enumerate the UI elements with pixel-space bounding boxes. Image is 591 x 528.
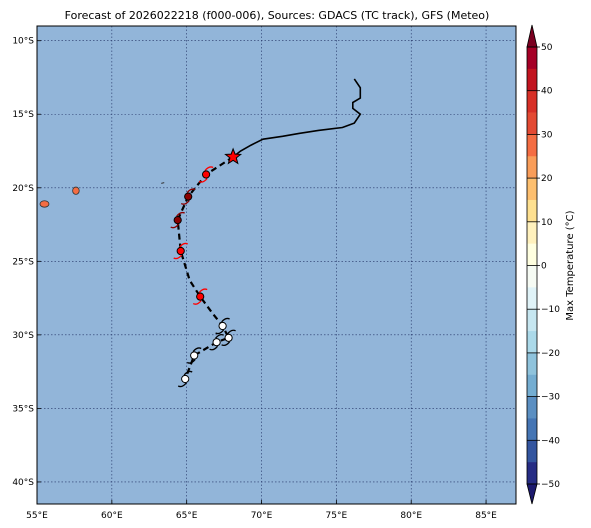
x-tick-label: 55°E [26, 511, 48, 521]
x-tick-label: 65°E [176, 511, 198, 521]
cyclone-arm [179, 242, 188, 248]
colorbar-tick-label: 40 [541, 87, 553, 97]
cyclone-arm [186, 359, 196, 364]
colorbar-tick-label: −40 [541, 436, 560, 446]
cyclone-symbol [170, 211, 185, 229]
colorbar-band [527, 440, 537, 463]
colorbar-band [527, 418, 537, 441]
cyclone-center [202, 170, 211, 179]
colorbar-band [527, 134, 537, 157]
colorbar: 50 40 30 20 10 0 −10 −20 −30 −40 −50 Max Temperatur… [526, 24, 576, 505]
cyclone-symbol [177, 370, 193, 388]
cyclone-arm [221, 341, 231, 347]
cyclone-center [184, 192, 193, 201]
colorbar-tick-label: 0 [541, 262, 547, 272]
colorbar-band [527, 90, 537, 113]
island-reunion [39, 200, 50, 208]
cyclone-center [173, 216, 182, 225]
colorbar-band [527, 396, 537, 419]
cyclone-arm [215, 333, 224, 339]
cyclone-arm [183, 370, 193, 376]
cyclone-arm [192, 300, 202, 305]
colorbar-band [527, 462, 537, 485]
colorbar-band [527, 309, 537, 332]
cyclone-center [196, 292, 205, 301]
colorbar-band [527, 331, 537, 354]
cyclone-symbol [221, 329, 236, 347]
past-track-line [232, 78, 362, 158]
cyclone-symbol [209, 333, 224, 351]
colorbar-band [527, 178, 537, 201]
cyclone-symbol [186, 347, 202, 364]
y-tick-label: 35°S [12, 404, 34, 414]
colorbar-tick-label: 20 [541, 174, 553, 184]
y-tick-label: 20°S [12, 184, 34, 194]
cyclone-arm [215, 329, 225, 335]
cyclone-arm [209, 345, 219, 351]
cyclone-symbol [180, 188, 196, 205]
colorbar-band [527, 352, 537, 376]
x-tick-label: 75°E [326, 511, 348, 521]
cyclone-arm [177, 382, 187, 388]
island-rodrigues [161, 182, 165, 184]
colorbar-band [527, 374, 537, 397]
colorbar-band [527, 221, 537, 244]
colorbar-band [527, 156, 537, 179]
cyclone-arm [176, 211, 185, 217]
colorbar-band [527, 243, 537, 266]
cyclone-arm [198, 178, 208, 183]
map-frame [36, 25, 517, 505]
x-tick-label: 70°E [251, 511, 273, 521]
cyclone-arm [180, 200, 190, 205]
colorbar-band [527, 112, 537, 135]
colorbar-band [527, 199, 537, 223]
island-mauritius [72, 186, 80, 195]
colorbar-over-arrow [526, 24, 538, 48]
map-title: Forecast of 2026022218 (f000-006), Sourc… [65, 9, 490, 22]
colorbar-tick-label: −20 [541, 349, 560, 359]
cyclone-arm [186, 188, 196, 194]
y-tick-label: 25°S [12, 257, 34, 267]
cyclone-symbol [192, 288, 208, 305]
cyclone-arm [204, 166, 214, 171]
y-tick-label: 10°S [12, 37, 34, 47]
colorbar-band [527, 68, 537, 91]
y-tick-label: 15°S [12, 110, 34, 120]
colorbar-band [527, 287, 537, 310]
cyclone-center [212, 338, 221, 347]
colorbar-tick-label: 50 [541, 43, 553, 53]
cyclone-arm [170, 223, 180, 229]
cyclone-symbol [215, 317, 230, 335]
cyclone-arm [192, 347, 202, 352]
cyclone-symbol [198, 166, 214, 183]
cyclone-center [181, 374, 190, 384]
y-tick-label: 40°S [12, 478, 34, 488]
colorbar-tick-label: −30 [541, 393, 560, 403]
colorbar-tick-label: −10 [541, 305, 560, 315]
colorbar-under-arrow [526, 483, 538, 505]
cyclone-center [190, 351, 199, 360]
colorbar-tick-label: −50 [541, 480, 560, 490]
y-tick-label: 30°S [12, 331, 34, 341]
cyclone-center [176, 246, 185, 256]
colorbar-tick-label: 30 [541, 130, 553, 140]
colorbar-label: Max Temperature (°C) [565, 210, 576, 320]
cyclone-center [218, 321, 227, 331]
cyclone-arm [198, 288, 208, 294]
ocean-background [37, 26, 516, 504]
x-tick-label: 60°E [101, 511, 123, 521]
map-plot-area: 55°E 60°E 65°E 70°E 75°E 80°E 85°E 10°S 15°S 20°S… [12, 25, 517, 521]
colorbar-band [527, 265, 537, 288]
cyclone-arm [221, 317, 230, 323]
current-position-star [224, 147, 243, 165]
colorbar-band [527, 47, 537, 70]
cyclone-center [224, 333, 233, 342]
cyclone-symbol [173, 242, 188, 260]
cyclone-arm [227, 329, 236, 335]
x-tick-label: 80°E [400, 511, 422, 521]
x-tick-label: 85°E [475, 511, 497, 521]
colorbar-tick-label: 10 [541, 218, 553, 228]
cyclone-arm [173, 254, 183, 260]
